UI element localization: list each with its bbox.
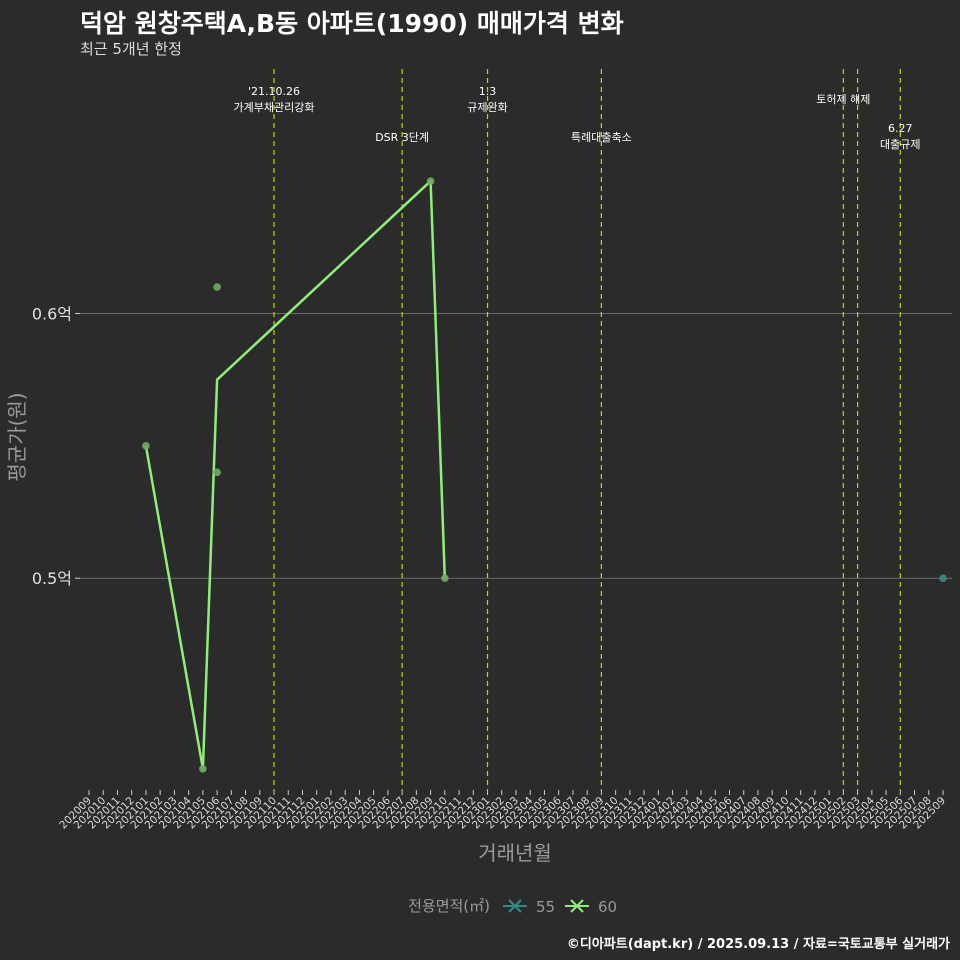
event-label: DSR 3단계 <box>375 131 429 144</box>
legend-label: 55 <box>536 898 555 916</box>
legend-key-cross <box>508 899 522 913</box>
chart-title: 덕암 원창주택A,B동 아파트(1990) 매매가격 변화 <box>80 9 624 38</box>
legend-key-cross <box>570 899 584 913</box>
event-label: '21.10.26 <box>248 85 300 98</box>
event-label: 6.27 <box>888 122 913 135</box>
data-point-60 <box>213 468 221 477</box>
data-point-60 <box>199 765 207 773</box>
x-axis: 2020092020102020112020122021012021022021… <box>57 790 948 831</box>
x-axis-title: 거래년월 <box>478 841 552 865</box>
data-point-55 <box>939 574 947 583</box>
data-point-60 <box>142 442 150 450</box>
event-label: 1.3 <box>479 85 497 98</box>
series-layer <box>142 177 947 773</box>
event-label: 규제완화 <box>467 101 507 114</box>
legend: 전용면적(㎡) 55 60 <box>408 897 617 916</box>
data-point-60 <box>213 283 221 291</box>
event-label: 특례대출축소 <box>571 131 632 144</box>
y-tick-label: 0.5억 <box>32 569 72 588</box>
data-point-60 <box>426 177 435 185</box>
event-label: 대출규제 <box>880 138 920 151</box>
y-axis-title: 평균가(원) <box>5 392 29 481</box>
chart-subtitle: 최근 5개년 한정 <box>80 40 182 58</box>
legend-label: 60 <box>598 898 617 916</box>
data-point-60 <box>441 574 449 583</box>
y-axis: 0.5억 0.6억 <box>32 304 80 588</box>
grid-lines <box>80 312 952 579</box>
y-tick-label: 0.6억 <box>32 304 72 323</box>
event-label: 토허제 해제 <box>816 92 870 106</box>
legend-title: 전용면적(㎡) <box>408 897 490 915</box>
event-label: 가계부채관리강화 <box>234 101 315 114</box>
series-line-60 <box>144 179 447 771</box>
source-caption: ©디아파트(dapt.kr) / 2025.09.13 / 자료=국토교통부 실… <box>566 937 950 952</box>
